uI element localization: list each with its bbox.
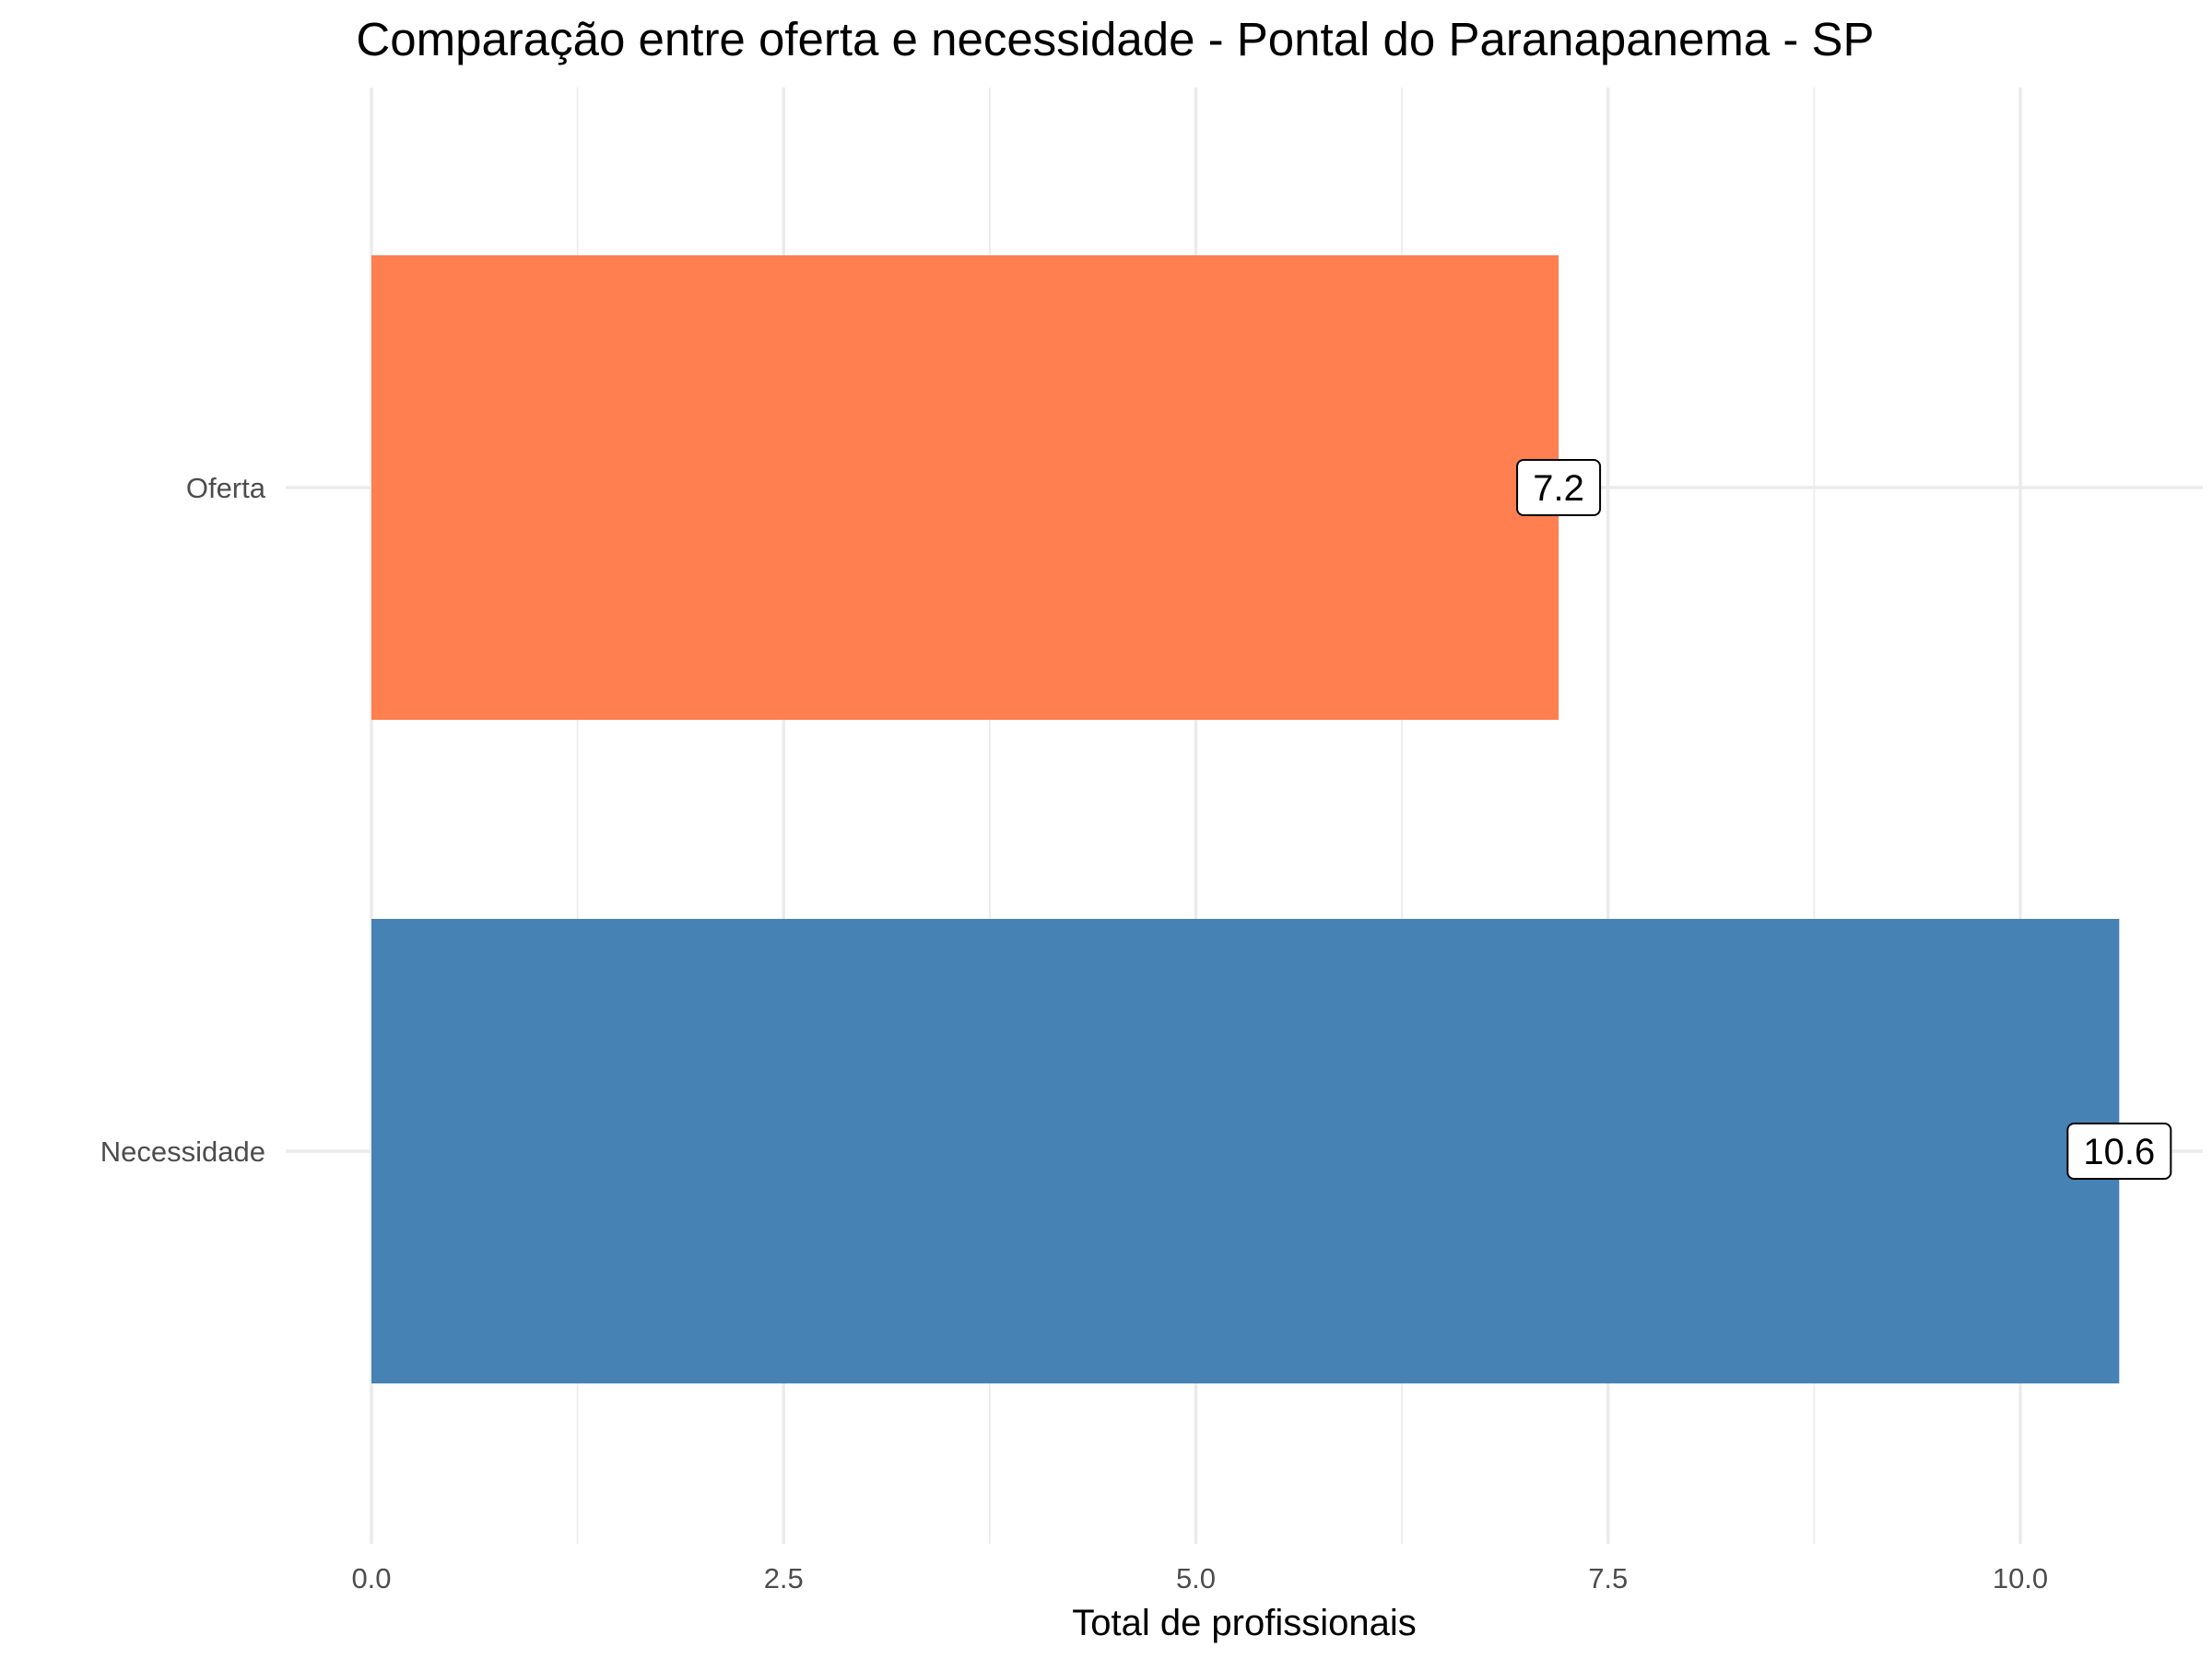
value-label-box xyxy=(1516,459,1602,516)
bars xyxy=(371,255,2120,1383)
value-label: 10.6 xyxy=(2066,1123,2172,1180)
x-tick-label: 2.5 xyxy=(764,1562,804,1594)
y-axis-tick-labels: Oferta Necessidade xyxy=(100,472,266,1168)
x-axis-tick-labels: 0.0 2.5 5.0 7.5 10.0 xyxy=(351,1562,2048,1594)
x-axis-label: Total de profissionais xyxy=(1072,1603,1417,1643)
x-tick-label: 10.0 xyxy=(1993,1562,2048,1594)
x-tick-label: 5.0 xyxy=(1176,1562,1216,1594)
value-label: 7.2 xyxy=(1516,459,1602,516)
x-tick-label: 0.0 xyxy=(351,1562,391,1594)
y-tick-label: Necessidade xyxy=(100,1135,265,1168)
value-label-box xyxy=(2066,1123,2172,1180)
value-label-text: 7.2 xyxy=(1533,468,1584,509)
value-labels: 7.2 10.6 xyxy=(1516,459,2172,1180)
x-tick-label: 7.5 xyxy=(1588,1562,1628,1594)
value-label-text: 10.6 xyxy=(2083,1132,2155,1172)
y-tick-label: Oferta xyxy=(186,472,266,504)
chart-title: Comparação entre oferta e necessidade - … xyxy=(356,13,1874,65)
bar-necessidade xyxy=(371,919,2120,1383)
bar-oferta xyxy=(371,255,1559,720)
